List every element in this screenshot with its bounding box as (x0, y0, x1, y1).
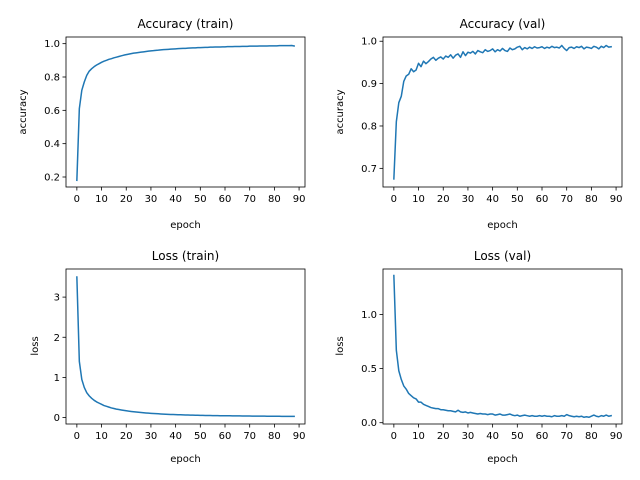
x-tick-label: 80 (585, 194, 598, 205)
x-tick-label: 80 (268, 431, 281, 442)
plot-area (393, 274, 613, 419)
x-tick-label: 90 (610, 194, 623, 205)
y-tick-label: 0.9 (361, 79, 377, 90)
x-tick-label: 70 (243, 431, 256, 442)
subplot-loss-train: Loss (train) epoch loss 0 10 20 30 40 50 60 70 8… (30, 249, 305, 465)
x-tick-label: 40 (169, 431, 182, 442)
x-tick-label: 40 (486, 431, 499, 442)
y-tick-label: 0.8 (44, 73, 60, 84)
axes-frame (65, 268, 306, 425)
x-tick-label: 10 (95, 194, 108, 205)
x-tick-label: 60 (219, 194, 232, 205)
series-line (76, 276, 295, 418)
x-tick-label: 10 (412, 194, 425, 205)
x-tick-label: 70 (560, 431, 573, 442)
subplot-title: Loss (val) (474, 249, 531, 263)
x-tick-label: 20 (120, 194, 133, 205)
x-tick-label: 70 (560, 194, 573, 205)
plot-area (76, 44, 296, 182)
x-tick-label: 80 (268, 194, 281, 205)
y-tick-label: 0.0 (361, 418, 377, 429)
x-tick-label: 0 (391, 194, 397, 205)
x-tick-label: 30 (145, 194, 158, 205)
y-tick-label: 2 (54, 333, 60, 344)
subplot-loss-val: Loss (val) epoch loss 0 10 20 30 40 50 60 70 80 9… (335, 249, 622, 465)
x-axis-label: epoch (170, 454, 200, 465)
axes-frame (382, 268, 623, 425)
y-axis-label: loss (335, 336, 346, 355)
x-tick-label: 20 (120, 431, 133, 442)
x-tick-label: 40 (486, 194, 499, 205)
x-tick-label: 70 (243, 194, 256, 205)
subplot-title: Accuracy (val) (460, 17, 546, 31)
x-tick-label: 0 (391, 431, 397, 442)
x-tick-label: 0 (74, 194, 80, 205)
subplot-title: Accuracy (train) (138, 17, 234, 31)
y-tick-label: 0.4 (44, 139, 60, 150)
x-tick-label: 10 (412, 431, 425, 442)
x-tick-label: 0 (74, 431, 80, 442)
y-tick-label: 0 (54, 413, 60, 424)
x-tick-label: 40 (169, 194, 182, 205)
y-tick-label: 0.6 (44, 106, 60, 117)
y-tick-label: 1.0 (44, 39, 60, 50)
x-axis-label: epoch (487, 220, 517, 231)
y-tick-label: 3 (54, 293, 60, 304)
x-tick-label: 90 (610, 431, 623, 442)
x-tick-label: 90 (293, 194, 306, 205)
x-tick-label: 50 (194, 194, 207, 205)
y-tick-label: 0.2 (44, 173, 60, 184)
y-tick-label: 0.5 (361, 364, 377, 375)
x-axis-label: epoch (487, 454, 517, 465)
x-tick-label: 20 (437, 431, 450, 442)
x-tick-label: 30 (462, 194, 475, 205)
x-tick-label: 20 (437, 194, 450, 205)
subplot-title: Loss (train) (152, 249, 219, 263)
plot-area (393, 44, 613, 180)
x-tick-label: 50 (194, 431, 207, 442)
axes-frame (65, 36, 306, 188)
x-tick-label: 60 (536, 194, 549, 205)
subplot-accuracy-val: Accuracy (val) epoch accuracy 0 10 20 30 40 5… (335, 17, 622, 231)
x-tick-label: 30 (145, 431, 158, 442)
y-tick-label: 0.8 (361, 121, 377, 132)
series-line (393, 44, 613, 180)
x-tick-label: 90 (293, 431, 306, 442)
y-axis-label: accuracy (335, 89, 346, 134)
series-line (393, 274, 613, 419)
y-tick-label: 0.7 (361, 164, 377, 175)
x-tick-label: 60 (219, 431, 232, 442)
y-axis-label: accuracy (18, 89, 29, 134)
x-tick-label: 80 (585, 431, 598, 442)
x-tick-label: 50 (511, 194, 524, 205)
series-line (76, 44, 296, 182)
x-tick-label: 50 (511, 431, 524, 442)
y-tick-label: 1 (54, 373, 60, 384)
y-tick-label: 1.0 (361, 37, 377, 48)
axes-frame (382, 36, 623, 188)
y-tick-label: 1.0 (361, 310, 377, 321)
x-tick-label: 60 (536, 431, 549, 442)
x-tick-label: 10 (95, 431, 108, 442)
x-tick-label: 30 (462, 431, 475, 442)
y-axis-label: loss (30, 336, 41, 355)
plot-area (76, 276, 295, 418)
x-axis-label: epoch (170, 220, 200, 231)
subplot-accuracy-train: Accuracy (train) epoch accuracy 0 10 20 30 4… (18, 17, 305, 231)
